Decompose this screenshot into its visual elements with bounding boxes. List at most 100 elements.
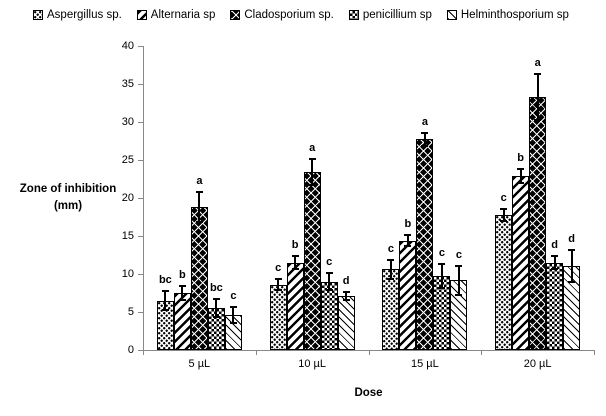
significance-letter: b xyxy=(179,269,186,282)
diag-up-pattern-swatch-icon xyxy=(136,10,147,20)
y-tick-label: 40 xyxy=(121,40,134,52)
error-bar-cap xyxy=(195,221,203,224)
error-bar-cap xyxy=(342,298,350,301)
error-bar-cap xyxy=(438,263,446,266)
x-tick-label: 20 µL xyxy=(523,358,552,370)
bar-dots xyxy=(269,284,287,350)
y-tick-mark xyxy=(138,198,143,199)
legend-item: Aspergillus sp. xyxy=(33,9,122,21)
error-bar-cap xyxy=(551,254,559,257)
y-tick-mark xyxy=(138,236,143,237)
significance-letter: bc xyxy=(209,282,223,295)
significance-letter: c xyxy=(326,256,333,269)
x-tick-label: 5 µL xyxy=(188,358,211,370)
error-bar-cap xyxy=(455,264,463,267)
y-axis-line xyxy=(143,46,144,355)
bar-diag-up xyxy=(173,293,191,350)
error-bar-cap xyxy=(404,244,412,247)
error-bar-cap xyxy=(291,268,299,271)
error-bar-cap xyxy=(455,293,463,296)
y-tick-label: 5 xyxy=(127,306,134,318)
y-tick-label: 15 xyxy=(121,230,134,242)
error-bar xyxy=(181,286,184,300)
significance-letter: c xyxy=(387,243,394,256)
error-bar xyxy=(294,255,297,270)
error-bar xyxy=(311,159,314,186)
error-bar-cap xyxy=(178,285,186,288)
error-bar-cap xyxy=(178,298,186,301)
y-tick-label: 0 xyxy=(127,344,134,356)
error-bar-cap xyxy=(568,281,576,284)
y-tick-mark xyxy=(138,46,143,47)
significance-letter: b xyxy=(517,152,524,165)
error-bar xyxy=(345,292,348,300)
y-tick-label: 25 xyxy=(121,154,134,166)
bar-dots xyxy=(382,269,400,350)
significance-letter: d xyxy=(568,233,575,246)
y-tick-mark xyxy=(138,350,143,351)
error-bar xyxy=(457,265,460,295)
error-bar xyxy=(502,208,505,221)
error-bar xyxy=(232,306,235,324)
significance-letter: d xyxy=(342,275,350,288)
diag-light-pattern-swatch-icon xyxy=(446,10,457,20)
error-bar-cap xyxy=(438,287,446,290)
error-bar xyxy=(277,279,280,290)
y-tick-mark xyxy=(138,312,143,313)
bar-diag-up xyxy=(399,240,417,350)
error-bar-cap xyxy=(325,288,333,291)
error-bar xyxy=(423,133,426,146)
x-tick-mark xyxy=(368,350,370,355)
error-bar-cap xyxy=(212,316,220,319)
error-bar-cap xyxy=(500,207,508,210)
x-tick-mark xyxy=(143,350,144,355)
bar-dots xyxy=(156,300,174,350)
significance-letter: a xyxy=(309,142,316,155)
legend-item: Cladosporium sp. xyxy=(230,9,334,21)
y-tick-mark xyxy=(138,84,143,85)
error-bar xyxy=(536,74,539,120)
bar-dots xyxy=(495,214,513,350)
legend-label: Cladosporium sp. xyxy=(244,9,334,21)
error-bar-cap xyxy=(274,278,282,281)
bar-diag-up xyxy=(286,262,304,350)
error-bar xyxy=(553,255,556,270)
error-bar xyxy=(328,273,331,290)
y-tick-mark xyxy=(138,122,143,123)
significance-letter: a xyxy=(534,57,541,70)
error-bar-cap xyxy=(274,288,282,291)
legend-label: Aspergillus sp. xyxy=(47,9,122,21)
error-bar-cap xyxy=(551,268,559,271)
error-bar xyxy=(389,260,392,279)
significance-letter: d xyxy=(551,238,558,251)
y-tick-mark xyxy=(138,160,143,161)
legend-item: Helminthosporium sp xyxy=(446,9,569,21)
legend-label: Helminthosporium sp xyxy=(460,9,569,21)
legend-label: Alternaria sp xyxy=(150,9,216,21)
error-bar-cap xyxy=(325,272,333,275)
legend: Aspergillus sp. Alternaria sp Cladosporium… xyxy=(33,9,569,21)
error-bar-cap xyxy=(229,305,237,308)
error-bar-cap xyxy=(500,219,508,222)
y-axis-title-line2: (mm) xyxy=(53,200,83,212)
error-bar-cap xyxy=(404,234,412,237)
error-bar-cap xyxy=(308,158,316,161)
error-bar-cap xyxy=(195,190,203,193)
significance-letter: b xyxy=(404,218,412,231)
bar-checker xyxy=(546,262,564,350)
significance-letter: bc xyxy=(158,273,172,286)
bar-dark-diag xyxy=(303,172,321,350)
error-bar-cap xyxy=(534,73,542,76)
error-bar-cap xyxy=(387,277,395,280)
error-bar-cap xyxy=(291,254,299,257)
legend-item: Alternaria sp xyxy=(136,9,216,21)
x-tick-mark xyxy=(594,350,595,355)
x-tick-mark xyxy=(255,350,257,355)
error-bar-cap xyxy=(387,259,395,262)
significance-letter: b xyxy=(291,238,299,251)
error-bar-cap xyxy=(517,181,525,184)
error-bar-cap xyxy=(517,168,525,171)
significance-letter: c xyxy=(500,191,507,204)
legend-item: penicillium sp xyxy=(348,9,432,21)
